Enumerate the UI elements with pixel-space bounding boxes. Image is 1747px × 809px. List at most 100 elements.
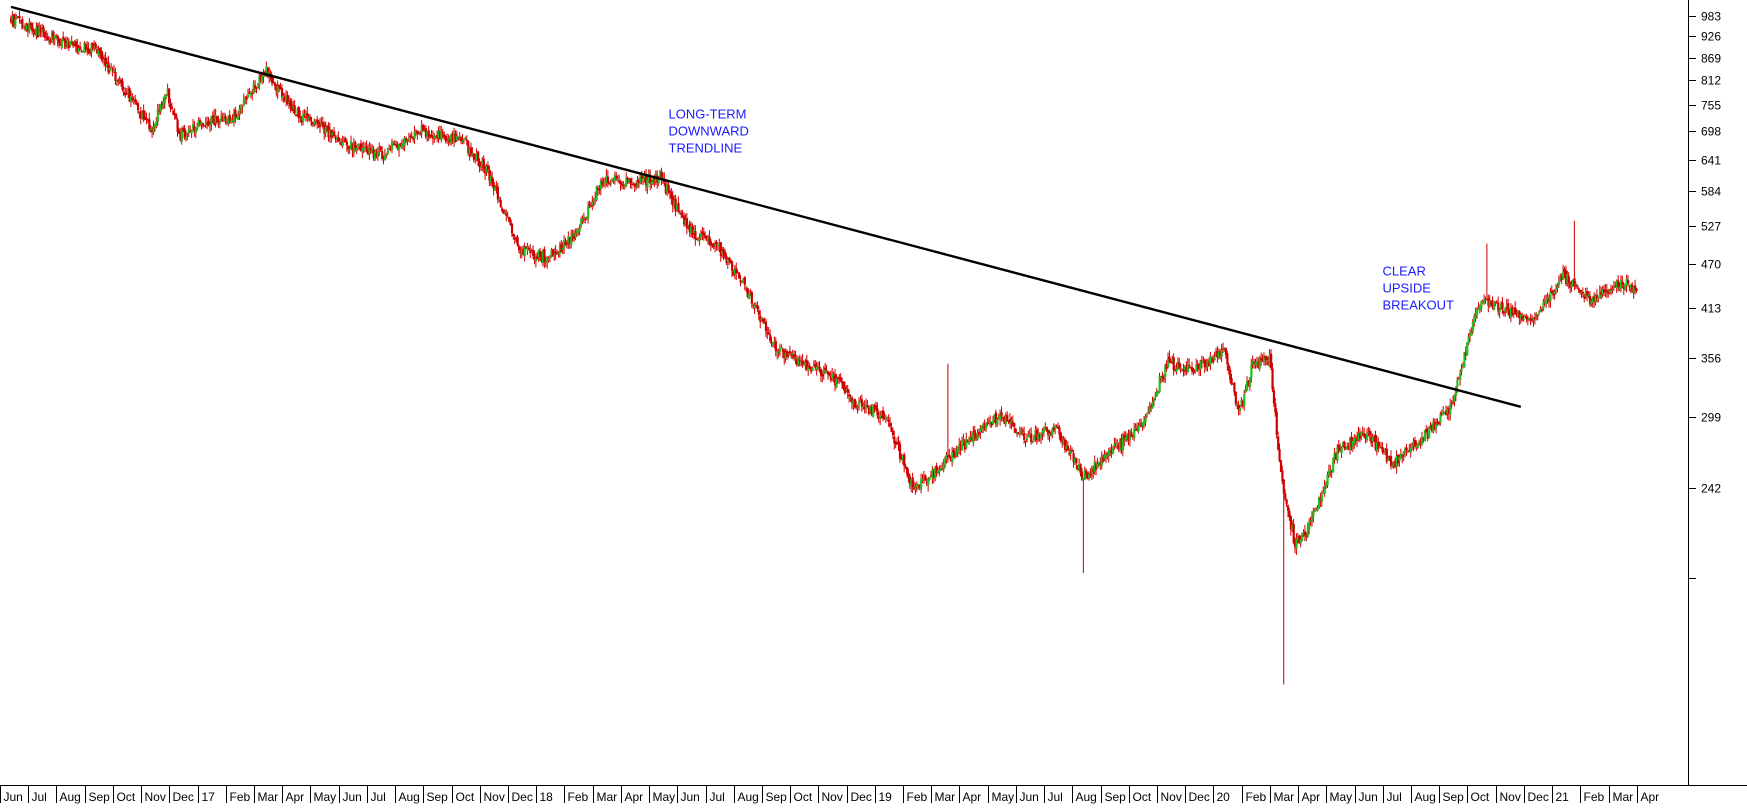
candle-up (1121, 436, 1125, 451)
candle-down (630, 183, 634, 185)
candle-up (1210, 357, 1213, 359)
candle-up (53, 35, 56, 40)
candle-down (469, 147, 473, 156)
candle-up (962, 439, 965, 444)
candle-up (1133, 428, 1136, 439)
candle-up (1357, 432, 1360, 441)
candle-down (491, 177, 494, 184)
candle-down (841, 382, 844, 384)
candle-down (1419, 442, 1422, 444)
candle-up (1392, 461, 1395, 465)
candle-up (93, 45, 96, 48)
candle-up (1299, 539, 1302, 544)
candle-down (1188, 365, 1191, 367)
candle-up (1016, 433, 1019, 435)
candle-down (1193, 372, 1197, 374)
candle-up (804, 362, 807, 366)
candle-up (884, 416, 888, 420)
candle-up (1217, 351, 1221, 358)
candle-up (580, 219, 583, 227)
candle-down (1095, 464, 1098, 470)
candle-down (1021, 430, 1024, 432)
candle-down (1089, 474, 1092, 476)
candle-down (1253, 361, 1256, 364)
y-tick-label: 470 (1701, 258, 1721, 272)
candle-up (997, 416, 1000, 419)
candle-down (438, 131, 442, 140)
candle-up (1601, 289, 1604, 295)
candle-up (1152, 398, 1156, 402)
candle-down (460, 136, 463, 142)
candle-up (563, 239, 566, 248)
candle-down (715, 242, 718, 244)
candle-down (1552, 290, 1555, 296)
candle-down (846, 389, 849, 393)
y-tick-label: 983 (1701, 10, 1721, 24)
candle-down (1388, 456, 1391, 458)
candle-down (86, 47, 89, 50)
candle-down (990, 422, 993, 426)
candle-down (275, 84, 278, 92)
candle-up (392, 141, 395, 143)
candle-up (647, 173, 650, 182)
candle-up (604, 181, 607, 184)
candle-up (498, 198, 501, 200)
candle-down (1573, 278, 1576, 287)
x-ticks-group: Jun Jul Aug Sep Oct Nov Dec 17 Feb Mar Apr May Jun Ju… (0, 785, 1659, 804)
candle-down (719, 242, 722, 257)
candle-up (1065, 445, 1068, 450)
candle-down (379, 146, 382, 150)
candle-up (166, 88, 169, 96)
candle-up (1154, 395, 1157, 397)
candle-up (835, 378, 838, 388)
candle-up (1545, 299, 1548, 304)
candle-up (247, 94, 250, 98)
candle-down (508, 217, 511, 222)
candle-down (422, 124, 425, 132)
candle-up (1155, 391, 1158, 397)
x-tick-label: Mar (935, 790, 956, 804)
candle-up (210, 116, 213, 125)
candle-up (1574, 283, 1577, 285)
candle-down (472, 153, 476, 160)
candle-down (1076, 465, 1079, 470)
candle-up (611, 180, 614, 182)
candle-up (328, 129, 332, 138)
candle-up (361, 148, 364, 153)
candle-down (632, 184, 635, 186)
candle-down (1614, 285, 1617, 287)
candle-down (1339, 448, 1342, 452)
candle-down (273, 82, 277, 86)
candle-up (1483, 299, 1486, 304)
candle-up (996, 419, 999, 425)
candle-down (637, 179, 641, 184)
candle-down (1385, 448, 1388, 462)
candle-down (359, 143, 363, 152)
candle-up (760, 317, 763, 321)
candle-down (19, 20, 23, 22)
candle-down (677, 202, 680, 213)
candle-up (1466, 342, 1469, 356)
x-tick-label: Jun (1020, 790, 1039, 804)
candle-down (124, 93, 127, 95)
candle-down (596, 188, 600, 191)
candle-down (142, 110, 145, 120)
candle-up (934, 467, 937, 479)
candle-down (1023, 432, 1026, 440)
candle-down (1607, 290, 1610, 294)
x-tick-label: Apr (963, 790, 982, 804)
candle-down (1024, 440, 1027, 442)
candle-up (1186, 364, 1189, 373)
x-tick-label: Dec (173, 790, 194, 804)
candle-up (1354, 438, 1357, 440)
candle-down (1284, 493, 1287, 499)
candle-down (319, 124, 322, 128)
candle-up (831, 374, 834, 379)
candle-up (800, 361, 803, 363)
candle-up (642, 179, 645, 181)
candle-down (310, 122, 313, 125)
candle-up (541, 250, 545, 263)
candle-down (1356, 437, 1359, 441)
candle-up (214, 115, 217, 123)
candle-down (416, 130, 419, 134)
